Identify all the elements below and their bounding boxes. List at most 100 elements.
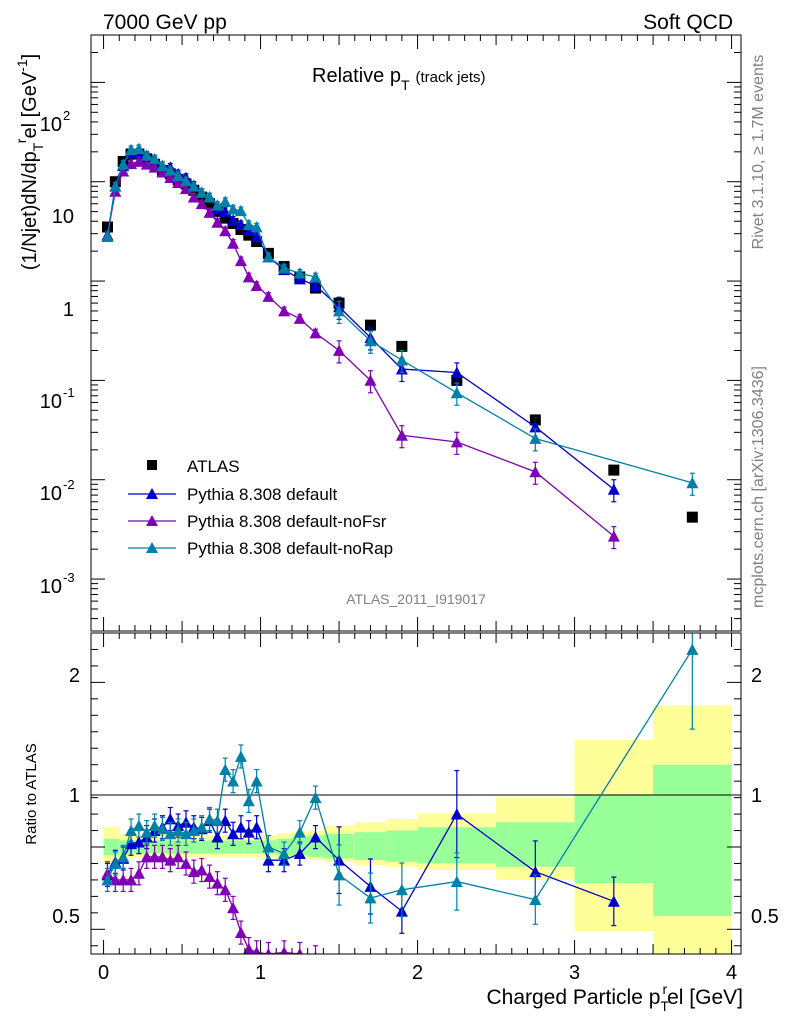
pythia-8-308-default-norap-ratio-point [125, 824, 138, 836]
pythia-8-308-default-nofsr-point [187, 191, 200, 203]
pythia-8-308-default-norap-ratio-point [242, 794, 255, 807]
pythia-8-308-default-norap-ratio-point [117, 850, 130, 863]
ratio-data-layer [101, 633, 699, 954]
pythia-8-308-default-norap-ratio-point [364, 892, 377, 904]
pythia-8-308-default-norap-point [164, 164, 177, 176]
ratio-y-tick-label-1-right: 1 [751, 785, 762, 807]
pythia-8-308-default-nofsr-ratio-point [219, 883, 232, 896]
pythia-8-308-default-norap-point [109, 180, 122, 192]
pythia-8-308-default-ratio-point [164, 813, 177, 825]
pythia-8-308-default-norap-ratio-point [250, 775, 263, 787]
pythia-8-308-default-nofsr-ratio-point [109, 873, 122, 886]
pythia-8-308-default-norap-point [132, 142, 145, 155]
pythia-8-308-default-ratio-point [250, 821, 263, 833]
main-title-note: (track jets) [416, 69, 486, 86]
pythia-8-308-default-point [250, 230, 263, 243]
atlas-data-point [219, 212, 231, 224]
uncertainty-band-green [574, 794, 654, 884]
x-tick-label: 1 [255, 962, 266, 984]
pythia-8-308-default-nofsr-ratio-point [132, 867, 145, 879]
main-plot-frame [90, 34, 742, 632]
pythia-8-308-default-nofsr-point [262, 290, 275, 302]
pythia-8-308-default-norap-ratio-point [309, 791, 322, 804]
legend-label-atlas: ATLAS [187, 457, 240, 476]
pythia-8-308-default-nofsr-point [309, 327, 322, 339]
pythia-8-308-default-ratio-point [132, 836, 145, 848]
pythia-8-308-default-point [309, 279, 322, 292]
y-tick-label-1e-1: 10 [40, 391, 62, 413]
pythia-8-308-default-norap-ratio-point [211, 814, 224, 827]
pythia-8-308-default-nofsr-point [140, 158, 153, 170]
main-title-text: Relative p [312, 65, 401, 87]
pythia-8-308-default-norap-point [195, 186, 208, 198]
pythia-8-308-default-nofsr-ratio-point [252, 946, 261, 954]
header-right-title: Soft QCD [643, 11, 733, 34]
pythia-8-308-default-ratio-point [211, 831, 224, 843]
pythia-8-308-default-norap-ratio-point [164, 827, 177, 840]
pythia-8-308-default-norap-point [309, 270, 322, 283]
pythia-8-308-default-norap-point [148, 152, 161, 165]
pythia-8-308-default-ratio-point [293, 847, 306, 859]
x-label-part-sup: r [662, 981, 667, 997]
pythia-8-308-default-norap-ratio-point [529, 893, 542, 906]
pythia-8-308-default-norap-point [227, 203, 240, 215]
pythia-8-308-default-nofsr-point [132, 155, 145, 167]
x-tick-label: 2 [412, 962, 423, 984]
pythia-8-308-default-norap-point [333, 304, 346, 317]
atlas-data-point [101, 221, 113, 233]
y-tick-label-100-exp: 2 [63, 108, 70, 123]
pythia-8-308-default-norap-ratio-point [450, 875, 463, 887]
pythia-8-308-default-ratio-point [227, 827, 240, 840]
y-tick-label-10: 10 [52, 206, 74, 228]
x-tick-label: 4 [726, 962, 737, 984]
x-label-part-c: el [GeV] [667, 986, 743, 1009]
atlas-data-point [686, 511, 698, 523]
pythia-8-308-default-norap-point [203, 191, 216, 203]
pythia-8-308-default-norap-ratio-point [132, 819, 145, 831]
pythia-8-308-default-nofsr-point [195, 197, 208, 210]
pythia-8-308-default-nofsr-ratio-point [203, 870, 216, 883]
pythia-8-308-default-nofsr-point [529, 465, 542, 478]
uncertainty-band-green [653, 764, 732, 917]
pythia-8-308-default-nofsr-point [364, 374, 377, 386]
main-title-subscript: T [401, 77, 410, 93]
pythia-8-308-default-norap-point [234, 204, 247, 217]
main-data-layer [101, 142, 699, 550]
pythia-8-308-default-nofsr-point [395, 429, 408, 441]
pythia-8-308-default-nofsr-point [203, 206, 216, 218]
legend-marker-atlas [147, 460, 157, 470]
pythia-8-308-default-nofsr-point [607, 530, 620, 542]
x-axis-label: Charged Particle pTrel [GeV] [486, 981, 743, 1014]
pythia-8-308-default-norap-point [172, 169, 185, 182]
pythia-8-308-default-ratio-point [309, 831, 322, 843]
pythia-8-308-default-norap-point [250, 221, 263, 233]
pythia-8-308-default-norap-point [262, 250, 275, 263]
pythia-8-308-default-point [529, 420, 542, 433]
pythia-8-308-default-norap-ratio-point [140, 826, 153, 838]
pythia-8-308-default-norap-point [179, 174, 192, 187]
pythia-8-308-default-ratio-point [607, 895, 620, 907]
pythia-8-308-default-nofsr-ratio-point [156, 850, 169, 863]
pythia-8-308-default-nofsr-point [450, 435, 463, 448]
pythia-8-308-default-norap-ratio-point [395, 883, 408, 896]
pythia-8-308-default-norap-ratio-point [219, 763, 232, 776]
pythia-8-308-default-nofsr-point [278, 304, 291, 317]
pythia-8-308-default-nofsr-ratio-point [314, 951, 317, 954]
ratio-plot-frame [90, 632, 742, 955]
pythia-8-308-default-nofsr-ratio-point [164, 854, 177, 866]
pythia-8-308-default-ratio-point [219, 814, 232, 827]
pythia-8-308-default-norap-ratio-point [187, 824, 200, 836]
pythia-8-308-default-nofsr-point [333, 344, 346, 356]
y-label-part-c: el [GeV [19, 71, 41, 138]
pythia-8-308-default-norap-ratio-point [686, 643, 699, 655]
pythia-8-308-default-point [242, 224, 255, 237]
pythia-8-308-default-nofsr-point [250, 279, 263, 292]
ratio-plot-panel: Ratio to ATLAS 2 1 0.5 2 1 0.5 0 1 2 3 4 Cha… [23, 632, 779, 1014]
pythia-8-308-default-point [293, 272, 306, 285]
pythia-8-308-default-norap-point [211, 199, 224, 211]
atlas-data-point [364, 319, 376, 331]
pythia-8-308-default-norap-point [140, 149, 153, 161]
mcplots-label: mcplots.cern.ch [arXiv:1306.3436] [750, 366, 767, 608]
x-label-part-a: Charged Particle p [486, 986, 660, 1009]
